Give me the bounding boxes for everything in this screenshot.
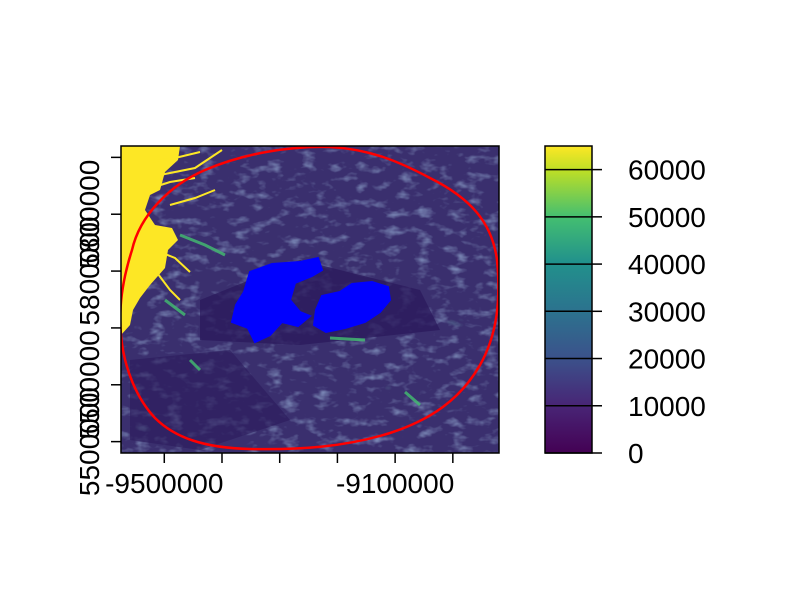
y-tick-label: 5500000 — [74, 330, 105, 439]
colorbar-tick-label: 20000 — [628, 344, 706, 375]
point-cluster-west — [230, 256, 324, 344]
dark-region-2 — [130, 350, 290, 450]
x-tick-label: -9500000 — [105, 468, 223, 499]
point-clusters — [230, 256, 392, 344]
colorbar-tick-label: 30000 — [628, 296, 706, 327]
colorbar-tick-label: 40000 — [628, 249, 706, 280]
high-value-streaks — [144, 149, 223, 301]
colorbar-tick-label: 0 — [628, 438, 644, 469]
colorbar-tick-label: 60000 — [628, 155, 706, 186]
colorbar-bands — [545, 168, 592, 454]
y-tick-label: 5500000 — [74, 387, 105, 496]
boundary-outline — [121, 146, 499, 451]
plot-frame — [120, 145, 500, 454]
x-tick-label: -9100000 — [336, 468, 454, 499]
high-value-region — [121, 146, 180, 335]
colorbar-tick-label: 50000 — [628, 202, 706, 233]
x-axis: -9500000 -9100000 — [105, 453, 454, 499]
colorbar-fill — [545, 146, 592, 453]
colorbar-tick-label: 10000 — [628, 391, 706, 422]
point-cluster-east — [312, 280, 392, 334]
y-tick-label: 5800000 — [74, 160, 105, 269]
colorbar-ticks: 0 10000 20000 30000 40000 50000 60000 — [592, 155, 706, 469]
y-tick-label: 5800000 — [74, 217, 105, 326]
green-fringe — [164, 233, 421, 407]
colorbar-frame — [544, 145, 593, 454]
colorbar: 0 10000 20000 30000 40000 50000 60000 — [544, 145, 706, 469]
